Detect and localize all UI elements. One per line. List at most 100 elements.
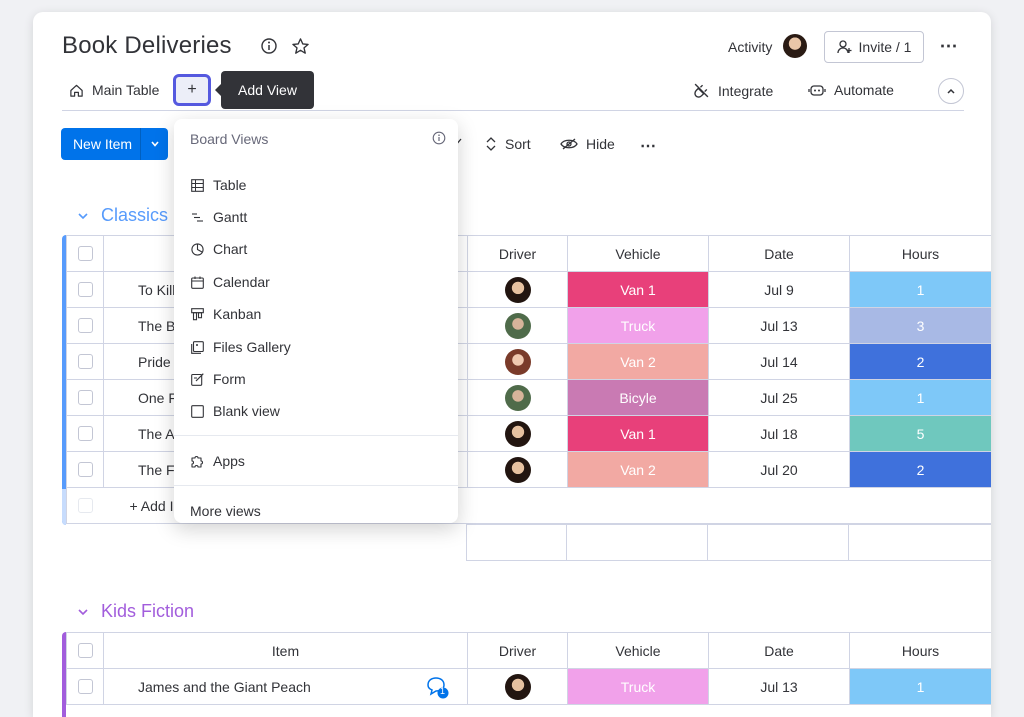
row-checkbox[interactable] [66,307,104,344]
hide-label: Hide [586,136,615,152]
avatar [504,312,531,339]
group-title[interactable]: Classics [101,205,169,225]
activity-link[interactable]: Activity [728,39,773,55]
chevron-down-icon[interactable] [77,606,89,618]
updates-icon[interactable]: 1 [425,675,449,702]
table-row[interactable]: James and the Giant Peach 1 Truck Jul 13… [66,668,991,705]
driver-cell[interactable] [467,415,568,452]
activity-avatar[interactable] [783,34,807,58]
vehicle-status-cell[interactable]: Van 2 [567,451,709,488]
avatar [504,456,531,483]
date-cell[interactable]: Jul 20 [708,451,850,488]
date-cell[interactable]: Jul 18 [708,415,850,452]
group-title[interactable]: Kids Fiction [101,601,195,621]
hours-cell[interactable]: 2 [849,451,991,488]
hours-cell[interactable]: 2 [849,343,991,380]
driver-cell[interactable] [467,307,568,344]
menu-item-kanban[interactable]: Kanban [190,306,261,322]
date-cell[interactable]: Jul 25 [708,379,850,416]
menu-item-files-gallery[interactable]: Files Gallery [190,339,291,355]
integrate-button[interactable]: Integrate [693,82,773,99]
integrate-label: Integrate [718,82,774,99]
column-header-date[interactable]: Date [708,235,850,272]
hours-cell[interactable]: 1 [849,668,991,705]
menu-divider [174,435,458,436]
updates-count-badge: 1 [440,686,446,696]
hours-cell[interactable]: 1 [849,271,991,308]
driver-cell[interactable] [467,271,568,308]
menu-item-label: Files Gallery [213,339,291,355]
hours-cell[interactable]: 1 [849,379,991,416]
row-checkbox[interactable] [66,415,104,452]
automate-button[interactable]: Automate [808,82,894,98]
column-header-vehicle[interactable]: Vehicle [567,235,709,272]
column-header-vehicle[interactable]: Vehicle [567,632,709,669]
menu-item-more-views[interactable]: More views [190,503,261,519]
tab-main-table[interactable]: Main Table [69,82,159,98]
menu-item-table[interactable]: Table [190,177,246,193]
chevron-down-icon[interactable] [140,128,168,160]
column-header-driver[interactable]: Driver [467,632,568,669]
item-name-cell[interactable]: James and the Giant Peach 1 [103,668,468,705]
column-header-item[interactable]: Item [103,632,468,669]
row-checkbox[interactable] [66,379,104,416]
new-item-button[interactable]: New Item [61,128,168,160]
vehicle-status-cell[interactable]: Van 1 [567,415,709,452]
collapse-header-button[interactable] [938,78,964,104]
row-checkbox[interactable] [66,271,104,308]
info-icon[interactable] [259,36,279,56]
driver-cell[interactable] [467,379,568,416]
select-all-checkbox[interactable] [66,235,104,272]
invite-button[interactable]: Invite / 1 [824,31,924,63]
driver-cell[interactable] [467,668,568,705]
info-icon[interactable] [432,131,446,150]
menu-item-form[interactable]: Form [190,371,246,387]
star-icon[interactable] [290,36,310,56]
board-title[interactable]: Book Deliveries [62,32,232,59]
driver-cell[interactable] [467,451,568,488]
group-header-classics[interactable]: Classics [77,205,168,226]
hours-cell[interactable]: 3 [849,307,991,344]
group-header-kids-fiction[interactable]: Kids Fiction [77,601,194,622]
column-header-driver[interactable]: Driver [467,235,568,272]
menu-item-label: More views [190,503,261,519]
menu-edge [153,119,175,120]
sort-button[interactable]: Sort [485,136,531,152]
menu-item-calendar[interactable]: Calendar [190,274,270,290]
summary-cell [707,524,849,561]
date-cell[interactable]: Jul 13 [708,668,850,705]
select-all-checkbox[interactable] [66,632,104,669]
row-checkbox[interactable] [66,343,104,380]
item-name[interactable]: James and the Giant Peach [138,678,311,695]
table-header-row: Item Driver Vehicle Date Hours [66,632,991,669]
vehicle-status-cell[interactable]: Truck [567,668,709,705]
menu-item-blank-view[interactable]: Blank view [190,403,280,419]
date-cell[interactable]: Jul 9 [708,271,850,308]
vehicle-status-cell[interactable]: Bicyle [567,379,709,416]
hours-cell[interactable]: 5 [849,415,991,452]
menu-item-gantt[interactable]: Gantt [190,209,247,225]
menu-item-chart[interactable]: Chart [190,241,247,257]
vehicle-status-cell[interactable]: Van 1 [567,271,709,308]
menu-item-apps[interactable]: Apps [190,453,245,469]
table-row[interactable]: The Fo Van 2 Jul 20 2 [66,451,991,488]
tab-main-table-label: Main Table [92,82,160,98]
column-header-hours[interactable]: Hours [849,235,991,272]
add-person-icon [836,40,852,54]
chevron-down-icon[interactable] [77,210,89,222]
toolbar-more-icon[interactable]: ⋯ [640,138,656,155]
column-header-date[interactable]: Date [708,632,850,669]
row-checkbox[interactable] [66,668,104,705]
hide-button[interactable]: Hide [560,136,615,152]
more-options-icon[interactable]: ⋯ [939,36,959,56]
date-cell[interactable]: Jul 14 [708,343,850,380]
date-cell[interactable]: Jul 13 [708,307,850,344]
kids-fiction-table: Item Driver Vehicle Date Hours James and… [66,632,991,705]
add-view-button[interactable]: + [173,74,211,106]
driver-cell[interactable] [467,343,568,380]
column-header-hours[interactable]: Hours [849,632,991,669]
vehicle-status-cell[interactable]: Van 2 [567,343,709,380]
vehicle-status-cell[interactable]: Truck [567,307,709,344]
row-checkbox[interactable] [66,451,104,488]
avatar [504,673,531,700]
